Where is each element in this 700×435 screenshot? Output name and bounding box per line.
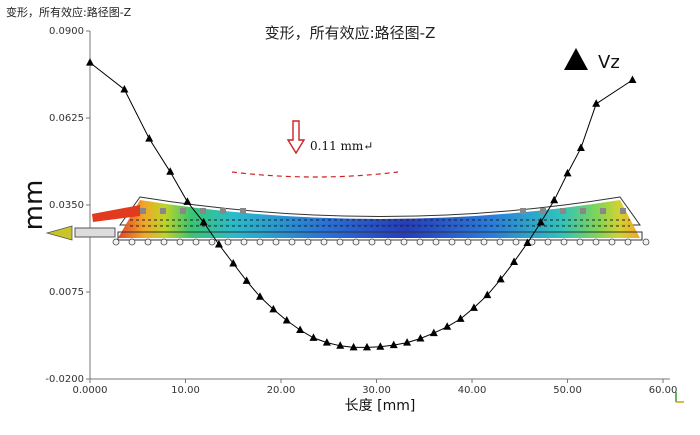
annotation-label: 0.11 mm↵ [310, 139, 373, 153]
data-point-triangle [443, 322, 452, 330]
data-point-triangle [429, 328, 438, 337]
data-point-triangle [550, 195, 559, 204]
data-point-triangle [120, 85, 129, 93]
y-tick-label: 0.0900 [49, 26, 84, 37]
legend-triangle-icon [564, 48, 588, 70]
y-tick-labels: 0.0900 0.0625 0.0350 0.0075 -0.0200 [45, 26, 90, 385]
y-axis-label: mm [19, 180, 49, 231]
data-point-triangle [389, 340, 398, 349]
data-point-triangle [214, 240, 223, 248]
x-tick-labels: 0.0000 10.00 20.00 30.00 40.00 50.00 60.00 [73, 379, 678, 396]
x-tick-label: 0.0000 [73, 385, 108, 396]
data-point-triangle [349, 342, 358, 351]
data-point-triangle [483, 290, 492, 299]
beam-model-image [45, 196, 650, 246]
data-point-triangle [336, 341, 345, 349]
deflection-arc [231, 171, 399, 178]
series-line-vz [89, 62, 633, 348]
data-point-triangle [269, 304, 278, 313]
data-point-triangle [376, 342, 385, 350]
legend-label: Vz [598, 52, 620, 73]
y-tick-label: 0.0350 [49, 200, 84, 211]
data-point-triangle [628, 75, 637, 84]
legend: Vz [564, 48, 620, 73]
data-point-triangle [403, 338, 412, 346]
x-tick-label: 10.00 [171, 385, 200, 396]
data-point-triangle [282, 315, 291, 324]
x-axis-label: 长度 [mm] [345, 398, 416, 414]
y-tick-label: -0.0200 [45, 374, 84, 385]
data-point-triangle [322, 338, 331, 346]
x-tick-label: 60.00 [649, 385, 678, 396]
data-point-triangle [469, 303, 478, 311]
chart-title: 变形，所有效应:路径图-Z [264, 24, 436, 42]
data-point-triangle [242, 276, 251, 284]
data-point-triangle [145, 134, 154, 142]
x-tick-label: 40.00 [458, 385, 487, 396]
axis-corner-icon [675, 392, 684, 403]
data-point-triangle [183, 197, 192, 205]
data-point-triangle [592, 99, 601, 107]
down-arrow-icon [286, 120, 306, 155]
data-point-triangle [536, 217, 545, 226]
x-tick-label: 50.00 [553, 385, 582, 396]
data-point-triangle [309, 333, 318, 341]
data-point-triangle [362, 342, 371, 351]
x-tick-label: 20.00 [267, 385, 296, 396]
deflection-annotation: 0.11 mm↵ [231, 120, 399, 178]
data-point-triangle [523, 238, 532, 246]
series-markers-vz [86, 58, 637, 351]
data-point-triangle [456, 314, 465, 322]
y-tick-label: 0.0625 [49, 113, 84, 124]
y-tick-label: 0.0075 [49, 287, 84, 298]
data-point-triangle [166, 167, 175, 175]
data-point-triangle [510, 257, 519, 265]
data-point-triangle [256, 292, 265, 300]
x-tick-label: 30.00 [362, 385, 391, 396]
data-point-triangle [496, 274, 505, 283]
data-point-triangle [416, 334, 425, 342]
data-point-triangle [229, 259, 238, 267]
data-point-triangle [296, 325, 305, 333]
data-point-triangle [199, 217, 208, 226]
window-title: 变形，所有效应:路径图-Z [6, 6, 132, 19]
data-point-triangle [86, 58, 94, 66]
data-point-triangle [563, 168, 572, 177]
data-point-triangle [576, 143, 585, 152]
